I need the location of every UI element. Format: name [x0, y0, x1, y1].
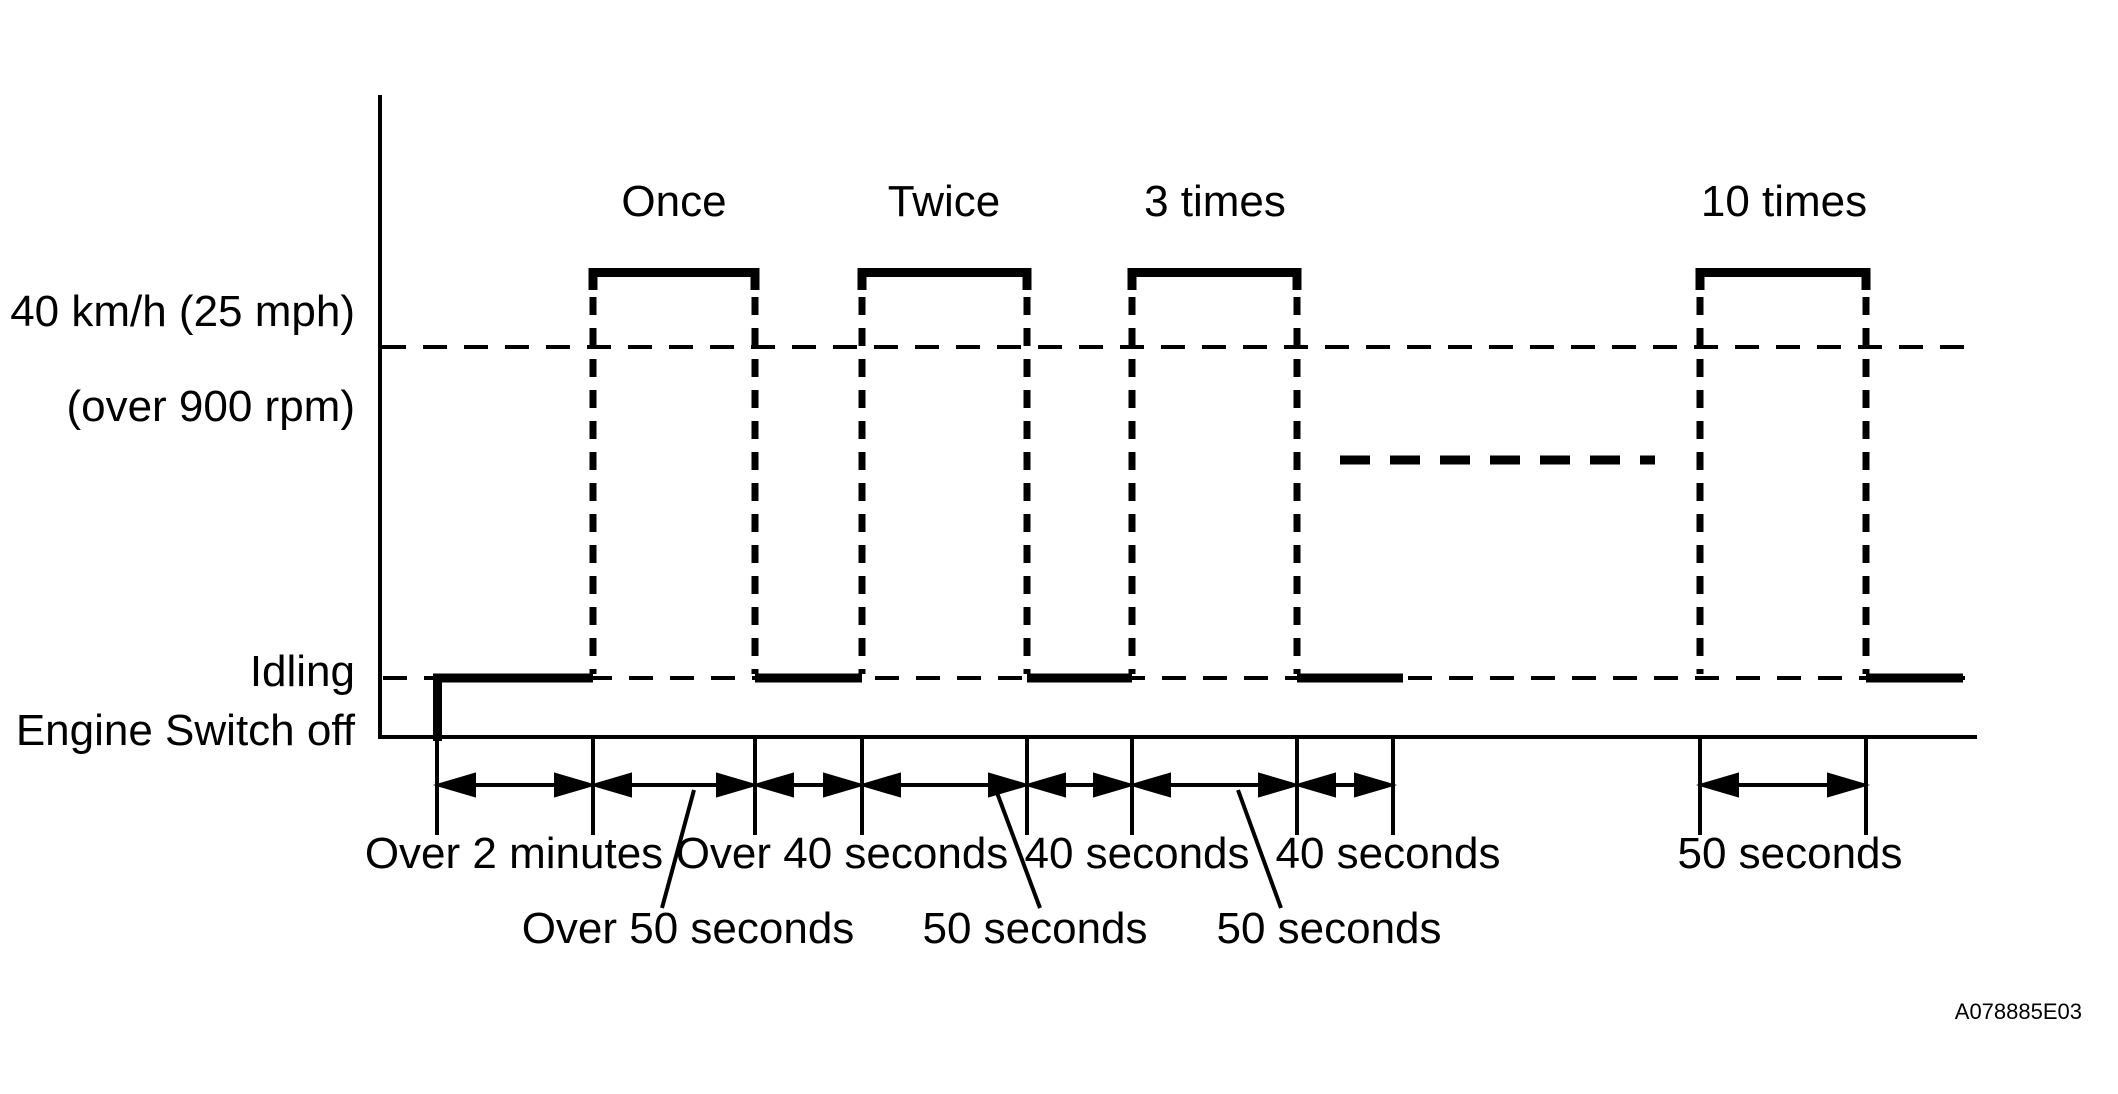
- interval-label-50-seconds-2: 50 seconds: [1216, 904, 1442, 953]
- figure-id-code: A078885E03: [1954, 999, 2082, 1024]
- interval-label-40-seconds-2: 40 seconds: [1275, 829, 1501, 878]
- interval-ticks: [435, 739, 1868, 835]
- interval-label-over-2-minutes: Over 2 minutes: [364, 829, 664, 878]
- pulse-label-10times: 10 times: [1700, 177, 1868, 226]
- pulse-label-once: Once: [621, 177, 727, 226]
- interval-arrows: [432, 772, 1871, 798]
- interval-label-over-50-seconds: Over 50 seconds: [521, 904, 855, 953]
- speed-threshold-label: 40 km/h (25 mph): [10, 287, 355, 336]
- interval-label-40-seconds-1: 40 seconds: [1024, 829, 1250, 878]
- interval-label-50-seconds-last: 50 seconds: [1677, 829, 1903, 878]
- pulse-top-twice: [857, 268, 1032, 290]
- rpm-threshold-label: (over 900 rpm): [66, 382, 355, 431]
- interval-label-over-40-seconds: Over 40 seconds: [675, 829, 1009, 878]
- pulse-top-3times: [1127, 268, 1302, 290]
- pulse-top-once: [588, 268, 760, 290]
- pulse-label-3times: 3 times: [1144, 177, 1286, 226]
- idling-label: Idling: [249, 647, 355, 696]
- interval-label-50-seconds-1: 50 seconds: [922, 904, 1148, 953]
- pulse-top-10times: [1695, 268, 1871, 290]
- pulse-label-twice: Twice: [887, 177, 1001, 226]
- label-leaders: [660, 789, 1283, 909]
- engine-switch-off-label: Engine Switch off: [15, 706, 355, 755]
- signal-idling-trace: [433, 673, 1963, 741]
